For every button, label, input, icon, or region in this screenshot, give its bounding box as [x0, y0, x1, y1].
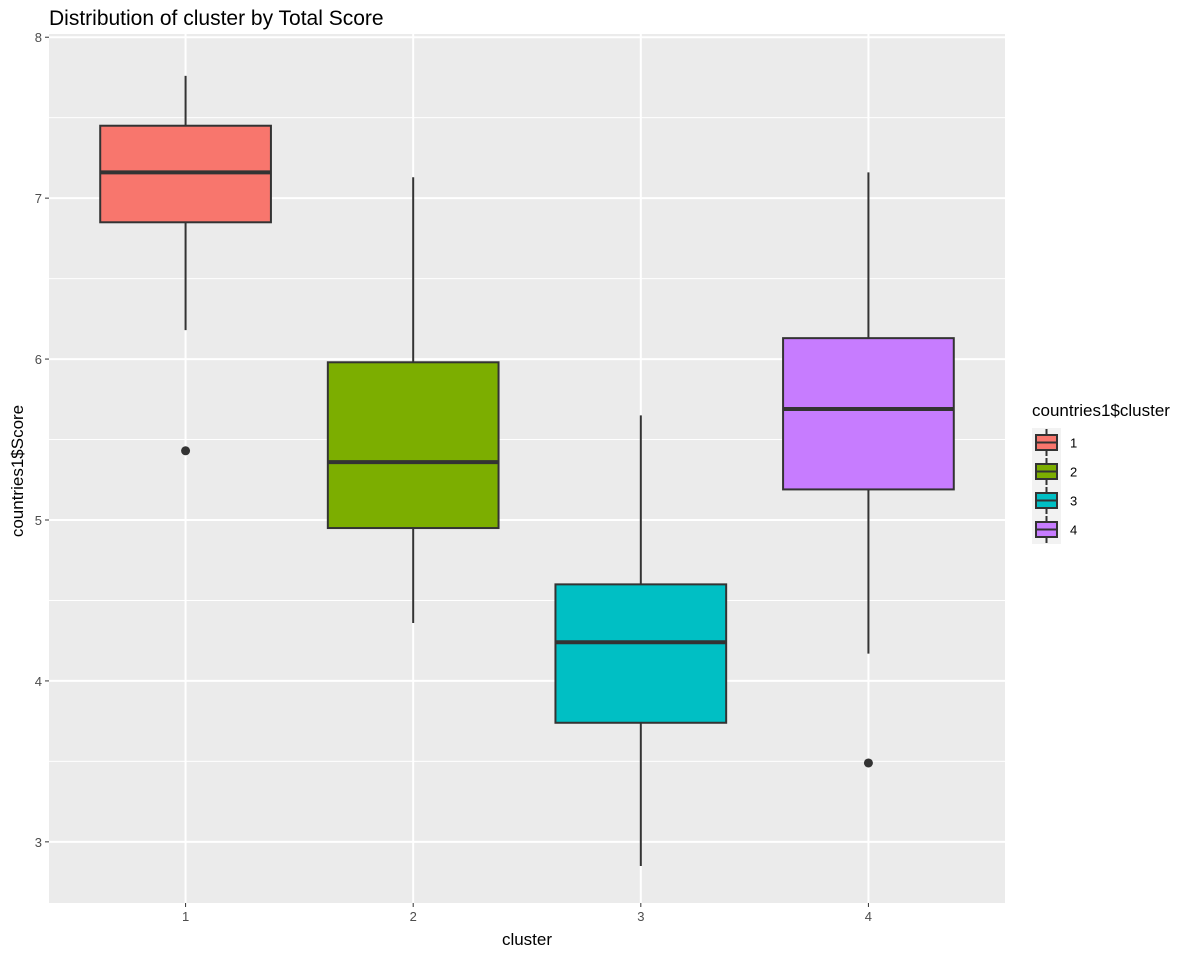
legend-item-1: 1 [1035, 429, 1077, 456]
y-tick-label: 8 [35, 30, 42, 45]
x-axis: 1 2 3 4 [182, 903, 872, 924]
legend-label: 3 [1070, 494, 1077, 509]
legend-item-2: 2 [1035, 458, 1077, 485]
box-iqr [554, 583, 728, 724]
legend-label: 4 [1070, 523, 1077, 538]
legend-item-4: 4 [1035, 516, 1077, 543]
y-axis: 3 4 5 6 7 8 [35, 30, 49, 850]
y-tick-label: 5 [35, 513, 42, 528]
legend: countries1$cluster 1 2 3 4 [1032, 401, 1170, 544]
box-cluster-2 [326, 177, 500, 623]
box-cluster-3 [554, 415, 728, 866]
x-tick-label: 4 [865, 909, 872, 924]
x-tick-label: 1 [182, 909, 189, 924]
legend-title: countries1$cluster [1032, 401, 1170, 420]
y-tick-label: 7 [35, 191, 42, 206]
y-tick-label: 3 [35, 835, 42, 850]
x-tick-label: 2 [410, 909, 417, 924]
box-cluster-1 [99, 75, 272, 456]
x-tick-label: 3 [637, 909, 644, 924]
box-cluster-4 [782, 172, 955, 768]
legend-label: 1 [1070, 436, 1077, 451]
y-axis-title: countries1$Score [8, 405, 27, 537]
y-tick-label: 4 [35, 674, 42, 689]
box-iqr [326, 361, 500, 530]
legend-label: 2 [1070, 465, 1077, 480]
outlier-point [181, 446, 191, 456]
legend-item-3: 3 [1035, 487, 1077, 514]
boxes-layer [99, 75, 955, 866]
chart-title: Distribution of cluster by Total Score [49, 7, 384, 30]
box-iqr [782, 337, 955, 491]
x-axis-title: cluster [502, 930, 552, 949]
outlier-point [863, 758, 873, 768]
y-tick-label: 6 [35, 352, 42, 367]
